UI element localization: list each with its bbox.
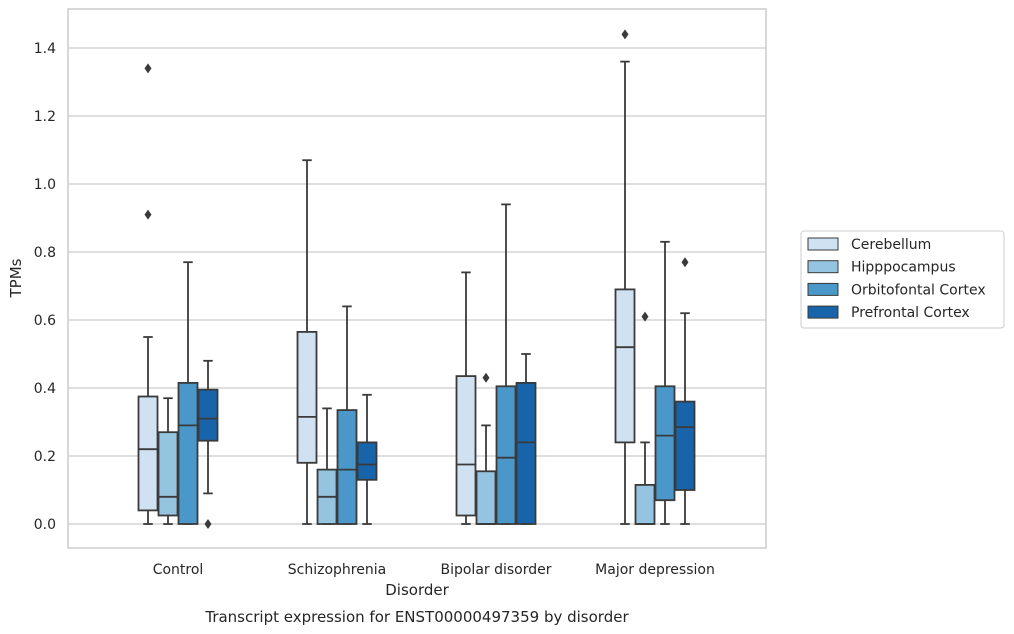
box-hipppocampus <box>475 372 497 525</box>
box-prefrontal-cortex <box>674 257 696 525</box>
iqr-box <box>157 431 179 517</box>
box-orbitofontal-cortex <box>495 203 517 525</box>
y-tick-label: 1.4 <box>34 41 56 57</box>
iqr-box <box>336 409 358 525</box>
iqr-box <box>515 381 537 525</box>
iqr-box <box>177 381 199 525</box>
y-axis-label: TPMs <box>7 258 25 298</box>
plot-frame <box>67 8 767 549</box>
legend-swatch <box>807 237 839 251</box>
box-cerebellum <box>614 29 636 525</box>
iqr-box <box>296 330 318 464</box>
box-cerebellum <box>137 63 159 525</box>
y-tick-label: 0.8 <box>34 245 56 261</box>
outlier-point <box>204 519 212 529</box>
iqr-box <box>634 483 656 525</box>
box-hipppocampus <box>316 407 338 525</box>
box-cerebellum <box>296 159 318 525</box>
y-tick-label: 0.2 <box>34 449 56 465</box>
chart-caption: Transcript expression for ENST0000049735… <box>204 608 629 626</box>
outlier-point <box>144 209 152 220</box>
legend-swatch <box>807 260 839 274</box>
iqr-box <box>495 385 517 525</box>
y-tick-labels: 0.0 0.2 0.4 0.6 0.8 1.0 1.2 1.4 <box>34 41 56 533</box>
x-tick-label: Major depression <box>595 562 715 578</box>
box-orbitofontal-cortex <box>654 240 676 525</box>
y-tick-label: 1.2 <box>34 109 56 125</box>
legend-items: Cerebellum Hipppocampus Orbitofontal Corte… <box>807 237 986 321</box>
outlier-point <box>482 372 490 383</box>
legend-swatch <box>807 305 839 319</box>
box-hipppocampus <box>634 311 656 525</box>
iqr-box <box>137 395 159 512</box>
y-tick-label: 0.4 <box>34 381 56 397</box>
iqr-box <box>654 385 676 502</box>
legend-label: Cerebellum <box>851 237 931 253</box>
iqr-box <box>475 470 497 525</box>
box-prefrontal-cortex <box>356 393 378 525</box>
y-tick-label: 1.0 <box>34 177 56 193</box>
x-tick-label: Schizophrenia <box>288 562 386 578</box>
iqr-box <box>197 388 219 442</box>
x-tick-label: Control <box>153 562 204 578</box>
box-hipppocampus <box>157 397 179 525</box>
box-orbitofontal-cortex <box>336 305 358 525</box>
boxes <box>137 29 696 529</box>
outlier-point <box>144 63 152 74</box>
outlier-point <box>681 257 689 268</box>
legend: Cerebellum Hipppocampus Orbitofontal Corte… <box>800 230 1005 329</box>
outlier-point <box>621 29 629 40</box>
x-tick-labels: Control Schizophrenia Bipolar disorder Majo… <box>153 562 715 578</box>
box-orbitofontal-cortex <box>177 261 199 525</box>
legend-label: Hipppocampus <box>851 260 956 276</box>
legend-swatch <box>807 282 839 296</box>
iqr-box <box>614 288 636 444</box>
x-axis-label: Disorder <box>385 581 449 599</box>
iqr-box <box>455 375 477 517</box>
outlier-point <box>641 311 649 322</box>
box-cerebellum <box>455 271 477 525</box>
x-tick-label: Bipolar disorder <box>440 562 551 578</box>
box-prefrontal-cortex <box>197 359 219 529</box>
y-tick-label: 0.6 <box>34 313 56 329</box>
iqr-box <box>674 400 696 491</box>
legend-label: Prefrontal Cortex <box>851 305 970 321</box>
legend-frame <box>800 230 1005 329</box>
iqr-box <box>356 441 378 481</box>
box-prefrontal-cortex <box>515 353 537 525</box>
legend-label: Orbitofontal Cortex <box>851 282 986 298</box>
y-tick-label: 0.0 <box>34 517 56 533</box>
